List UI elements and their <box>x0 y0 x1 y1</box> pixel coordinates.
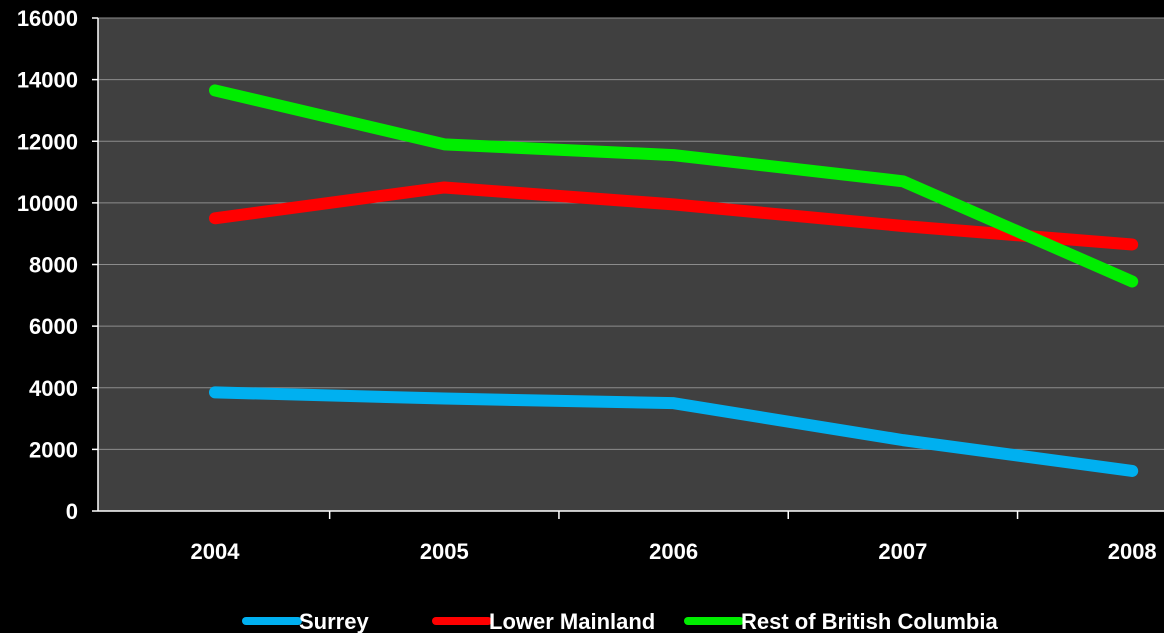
series-lines <box>209 84 1139 477</box>
x-tick-label: 2004 <box>191 539 241 564</box>
y-tick-label: 10000 <box>17 191 78 216</box>
legend-label: Lower Mainland <box>489 609 655 633</box>
y-tick-label: 2000 <box>29 437 78 462</box>
y-tick-label: 0 <box>66 499 78 524</box>
axes: 0 2000 4000 6000 8000 10000 12000 14000 16000 200… <box>17 6 1164 564</box>
y-tick-label: 4000 <box>29 376 78 401</box>
x-tick-label: 2008 <box>1108 539 1157 564</box>
legend-label: Surrey <box>299 609 369 633</box>
y-tick-label: 12000 <box>17 129 78 154</box>
gridlines <box>98 17 1164 450</box>
y-tick-label: 14000 <box>17 68 78 93</box>
y-tick-label: 8000 <box>29 253 78 278</box>
legend-label: Rest of British Columbia <box>741 609 998 633</box>
x-tick-label: 2006 <box>649 539 698 564</box>
x-tick-label: 2005 <box>420 539 469 564</box>
x-tick-label: 2007 <box>878 539 927 564</box>
y-tick-label: 6000 <box>29 314 78 339</box>
legend: Surrey Lower Mainland Rest of British Colu… <box>242 609 998 633</box>
y-tick-label: 16000 <box>17 6 78 31</box>
